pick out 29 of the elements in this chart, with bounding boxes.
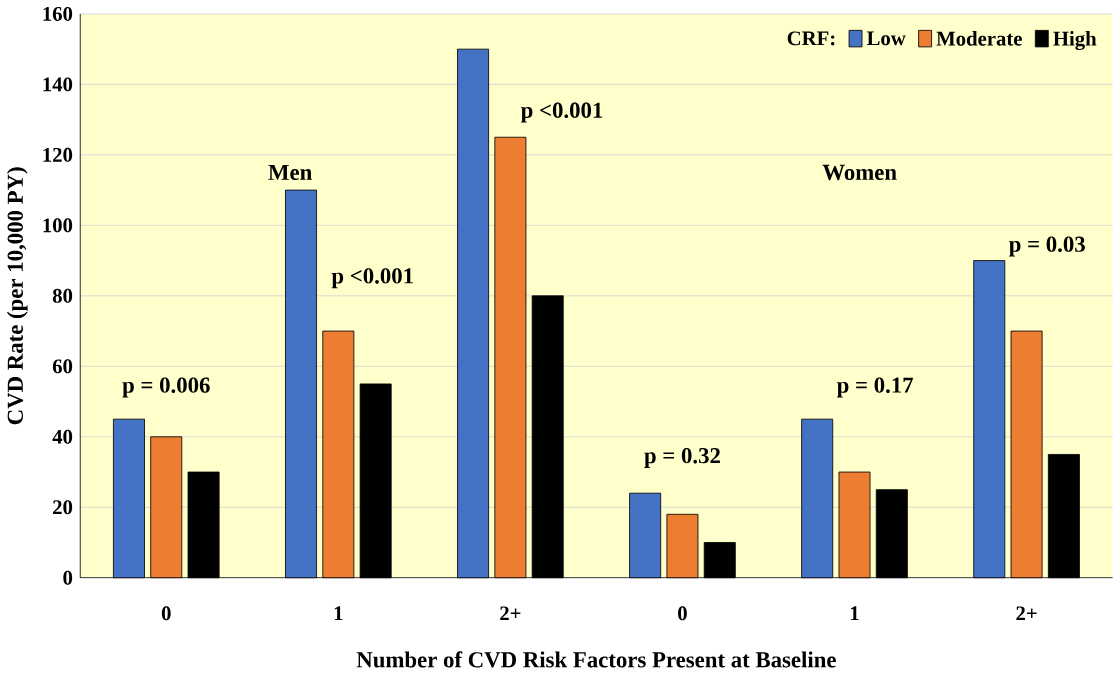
annotation: p = 0.006 bbox=[122, 377, 210, 398]
legend-label: Low bbox=[866, 31, 906, 45]
y-tick-label: 120 bbox=[43, 147, 73, 162]
legend-label: High bbox=[1053, 30, 1097, 50]
y-tick-label: 40 bbox=[52, 429, 73, 444]
annotation: p = 0.17 bbox=[836, 377, 914, 398]
annotation: p = 0.03 bbox=[1009, 236, 1085, 257]
y-tick-label: 160 bbox=[43, 6, 73, 21]
y-tick-label: 20 bbox=[53, 500, 73, 515]
y-axis-title: CVD Rate (per 10,000 PY) bbox=[6, 167, 28, 424]
y-tick-label: 0 bbox=[63, 570, 73, 585]
annotation: Women bbox=[822, 164, 897, 180]
legend-label: Moderate bbox=[936, 30, 1022, 46]
legend-title: CRF: bbox=[787, 31, 835, 46]
x-tick-label: 2+ bbox=[1016, 606, 1037, 620]
annotation: p <0.001 bbox=[331, 267, 413, 288]
x-tick-label: 0 bbox=[161, 606, 171, 621]
annotation: p = 0.32 bbox=[644, 447, 720, 468]
y-tick-label: 60 bbox=[52, 359, 73, 374]
y-tick-label: 100 bbox=[43, 218, 73, 233]
x-axis-title: Number of CVD Risk Factors Present at Baseline bbox=[356, 650, 836, 668]
x-tick-label: 1 bbox=[850, 606, 859, 620]
x-tick-label: 0 bbox=[678, 606, 687, 621]
y-tick-label: 80 bbox=[52, 288, 73, 303]
annotation: Men bbox=[268, 164, 312, 180]
x-tick-label: 1 bbox=[334, 606, 343, 620]
annotation: p <0.001 bbox=[520, 102, 603, 123]
y-tick-label: 140 bbox=[43, 77, 73, 92]
x-tick-label: 2+ bbox=[500, 606, 521, 620]
